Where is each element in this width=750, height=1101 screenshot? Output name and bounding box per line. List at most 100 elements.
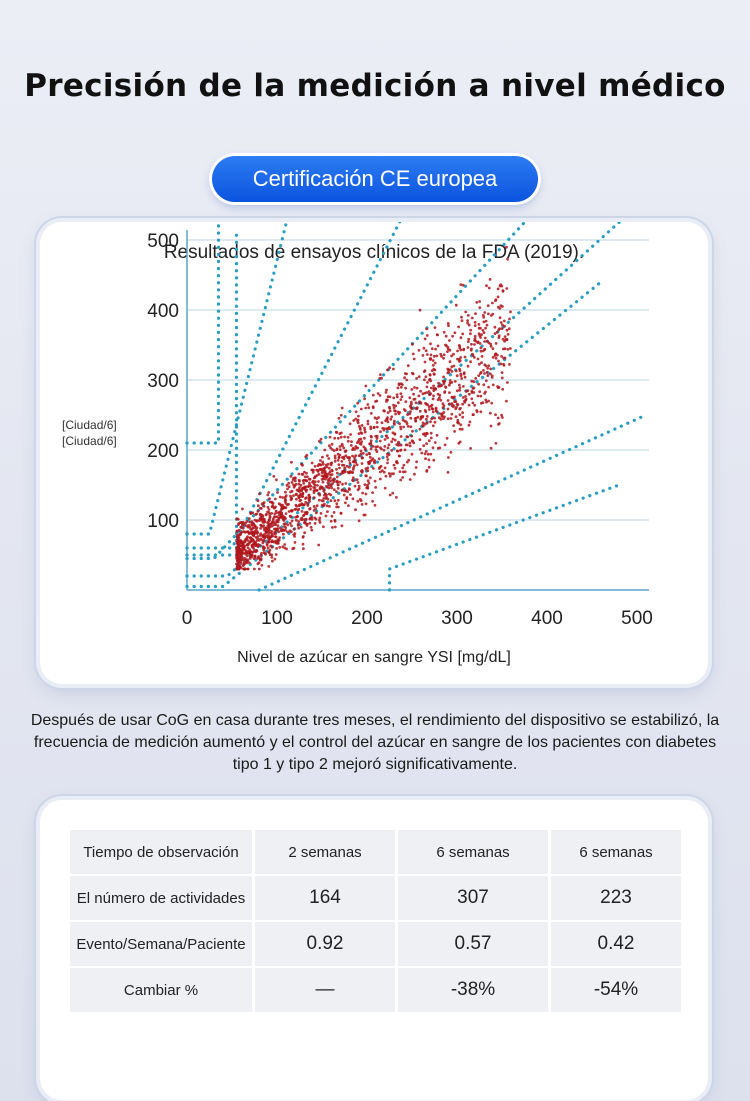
data-point [346, 490, 349, 494]
data-point [286, 487, 289, 491]
data-point [333, 454, 337, 458]
data-point [260, 534, 264, 537]
data-point [383, 466, 387, 470]
data-point [287, 510, 291, 513]
data-point [444, 386, 448, 389]
data-point [472, 386, 476, 390]
data-point [349, 493, 352, 496]
data-point [503, 339, 506, 343]
data-point [408, 444, 412, 448]
data-point [235, 534, 239, 537]
data-point [250, 550, 254, 554]
table-header-cell: Tiempo de observación [70, 830, 255, 876]
data-point [454, 400, 458, 403]
data-point [275, 520, 279, 524]
data-point [292, 546, 296, 550]
data-point [502, 356, 506, 360]
data-point [418, 447, 422, 451]
data-point [432, 354, 436, 358]
data-point [406, 413, 409, 416]
data-point [509, 347, 512, 350]
data-point [501, 289, 505, 292]
data-point [425, 421, 429, 425]
data-point [345, 496, 349, 499]
data-point [415, 386, 419, 390]
data-point [268, 522, 272, 526]
data-point [342, 463, 346, 467]
data-point [424, 401, 427, 405]
data-point [489, 424, 493, 428]
data-point [406, 364, 410, 368]
chart-card: Resultados de ensayos clínicos de la FDA… [40, 222, 708, 684]
data-point [384, 434, 388, 438]
data-point [480, 355, 484, 358]
data-point [325, 475, 329, 479]
data-point [330, 514, 334, 518]
data-point [363, 483, 367, 486]
data-point [390, 449, 394, 452]
data-point [356, 418, 360, 422]
data-point [489, 367, 493, 371]
data-point [388, 405, 391, 409]
data-point [497, 328, 501, 332]
data-point [435, 433, 439, 437]
data-point [336, 483, 340, 486]
data-point [434, 347, 437, 351]
data-point [319, 437, 323, 441]
data-point [446, 399, 450, 402]
data-point [274, 505, 277, 509]
data-point [399, 443, 403, 447]
data-point [400, 395, 404, 399]
data-point [267, 525, 271, 528]
data-point [314, 507, 317, 510]
data-point [392, 472, 395, 476]
data-point [341, 444, 344, 448]
data-point [479, 372, 482, 375]
data-point [301, 473, 305, 476]
data-point [236, 557, 240, 561]
data-point [399, 392, 403, 395]
data-point [247, 523, 251, 527]
data-point [304, 485, 308, 489]
data-point [394, 404, 398, 408]
data-point [387, 453, 391, 456]
data-point [435, 333, 439, 337]
data-point [494, 356, 498, 360]
data-point [361, 491, 364, 495]
data-point [420, 451, 424, 455]
data-point [442, 356, 445, 360]
data-point [361, 451, 365, 455]
data-point [450, 365, 454, 369]
chart-title: Resultados de ensayos clínicos de la FDA… [163, 242, 585, 263]
data-point [263, 533, 266, 536]
data-point [475, 301, 479, 304]
data-point [299, 525, 303, 529]
data-point [454, 415, 458, 419]
data-point [479, 336, 482, 339]
data-point [354, 410, 358, 414]
data-point [333, 456, 337, 460]
data-point [426, 381, 429, 384]
data-point [503, 324, 506, 328]
data-point [462, 347, 466, 351]
data-point [288, 521, 292, 525]
data-point [470, 379, 474, 383]
data-point [329, 446, 332, 450]
data-point [500, 371, 504, 374]
data-point [450, 354, 453, 358]
data-point [399, 449, 402, 452]
data-point [418, 427, 422, 431]
table-cell: — [255, 968, 398, 1014]
data-point [479, 326, 482, 330]
data-point [302, 513, 306, 517]
data-point [295, 504, 299, 508]
data-point [307, 493, 311, 497]
data-point [323, 448, 327, 452]
data-point [333, 525, 337, 529]
x-tick-label: 0 [182, 608, 193, 629]
data-point [458, 369, 462, 372]
data-point [318, 521, 322, 524]
data-point [241, 507, 244, 511]
y-tick-label: 100 [147, 511, 179, 532]
data-point [408, 478, 412, 481]
